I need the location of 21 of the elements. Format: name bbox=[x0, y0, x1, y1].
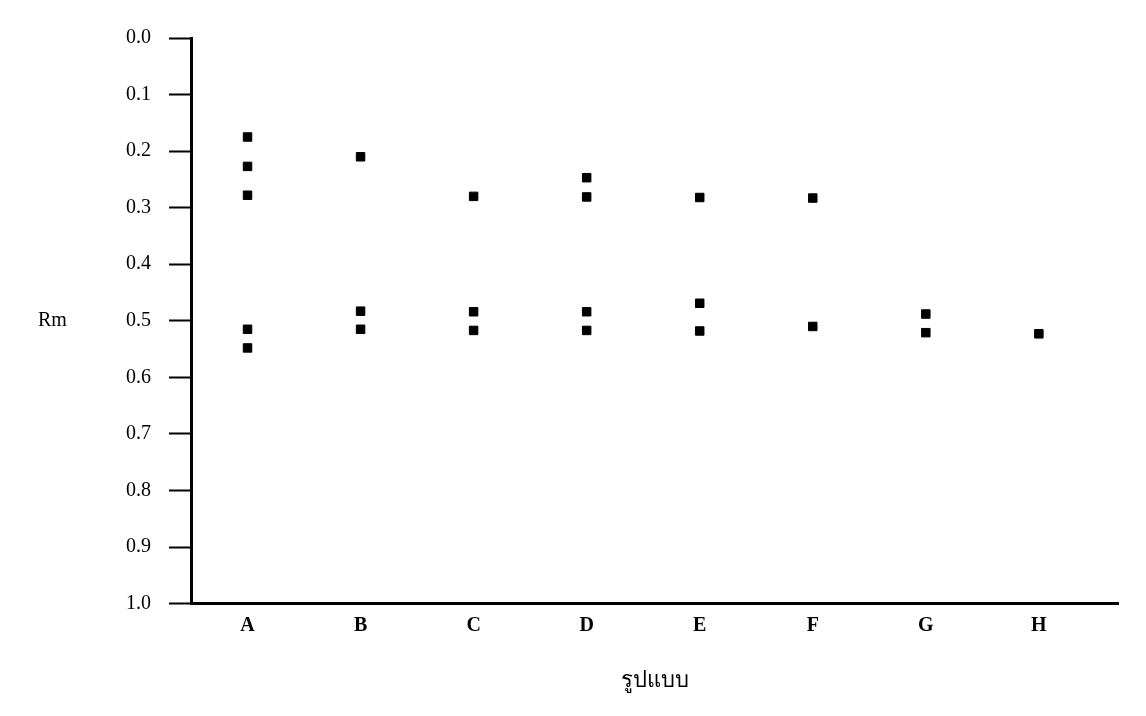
x-tick-label: A bbox=[240, 612, 256, 635]
y-tick-label: 0.1 bbox=[126, 81, 151, 104]
y-tick-label: 0.0 bbox=[126, 25, 151, 48]
y-tick-label: 0.4 bbox=[126, 251, 151, 274]
x-tick-label: E bbox=[693, 612, 707, 635]
x-tick-label: G bbox=[918, 612, 935, 635]
y-tick-label: 0.9 bbox=[126, 534, 151, 557]
y-tick-label: 0.8 bbox=[126, 477, 151, 500]
y-tick-label: 0.5 bbox=[126, 308, 151, 331]
x-tick-label: D bbox=[579, 612, 594, 635]
x-tick-label: F bbox=[806, 612, 819, 635]
x-tick-label: C bbox=[466, 612, 481, 635]
y-tick-label: 0.2 bbox=[126, 138, 151, 161]
x-tick-label: H bbox=[1031, 612, 1048, 635]
x-tick-label: B bbox=[353, 612, 368, 635]
y-axis-title: Rm bbox=[38, 308, 68, 331]
y-tick-label: 0.6 bbox=[126, 364, 151, 387]
y-tick-label: 0.7 bbox=[126, 421, 151, 444]
y-tick-label: 0.3 bbox=[126, 194, 151, 217]
y-tick-label: 1.0 bbox=[126, 590, 151, 613]
x-axis-title: รูปแบบ bbox=[620, 666, 689, 693]
